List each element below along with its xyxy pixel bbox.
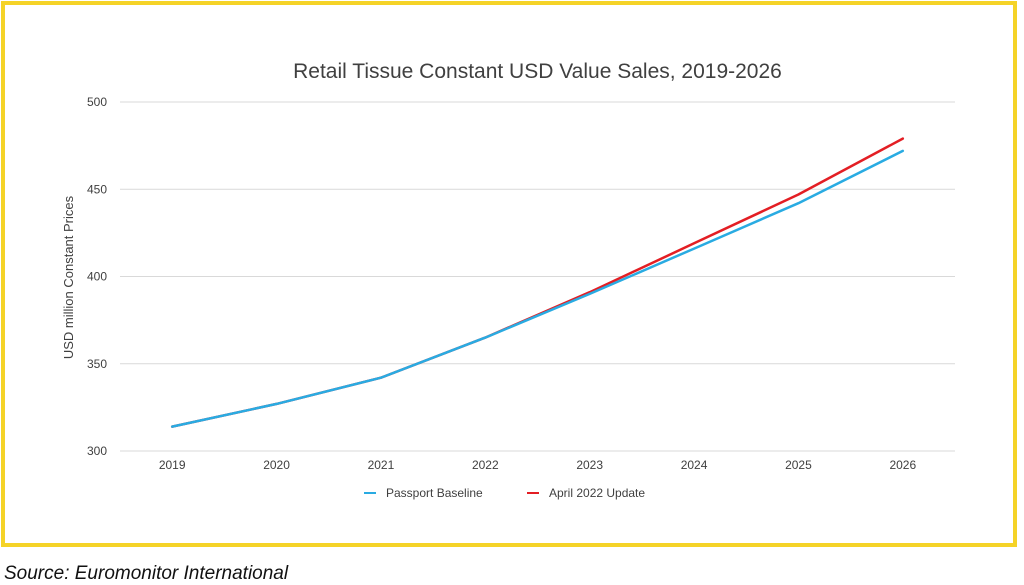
y-tick-label-500: 500 (87, 95, 107, 109)
chart-legend: Passport Baseline April 2022 Update (0, 486, 1024, 502)
x-tick-label-2024: 2024 (681, 458, 708, 472)
x-tick-label-2026: 2026 (889, 458, 916, 472)
legend-item-april-2022-update: April 2022 Update (527, 486, 645, 500)
legend-label-passport-baseline: Passport Baseline (386, 486, 483, 500)
x-tick-label-2020: 2020 (263, 458, 290, 472)
y-axis-label: USD million Constant Prices (61, 195, 76, 359)
series-line-passport-baseline (172, 151, 903, 427)
legend-swatch-april-2022-update (527, 492, 539, 494)
series-line-april-2022-update (172, 139, 903, 427)
source-caption: Source: Euromonitor International (4, 563, 288, 585)
legend-item-passport-baseline: Passport Baseline (364, 486, 483, 500)
legend-label-april-2022-update: April 2022 Update (549, 486, 645, 500)
y-tick-label-450: 450 (87, 182, 107, 196)
y-tick-label-350: 350 (87, 357, 107, 371)
x-tick-label-2019: 2019 (159, 458, 186, 472)
x-tick-label-2021: 2021 (368, 458, 395, 472)
legend-swatch-passport-baseline (364, 492, 376, 494)
x-tick-label-2025: 2025 (785, 458, 812, 472)
y-tick-label-300: 300 (87, 444, 107, 458)
x-tick-label-2023: 2023 (576, 458, 603, 472)
x-tick-label-2022: 2022 (472, 458, 499, 472)
y-tick-label-400: 400 (87, 270, 107, 284)
